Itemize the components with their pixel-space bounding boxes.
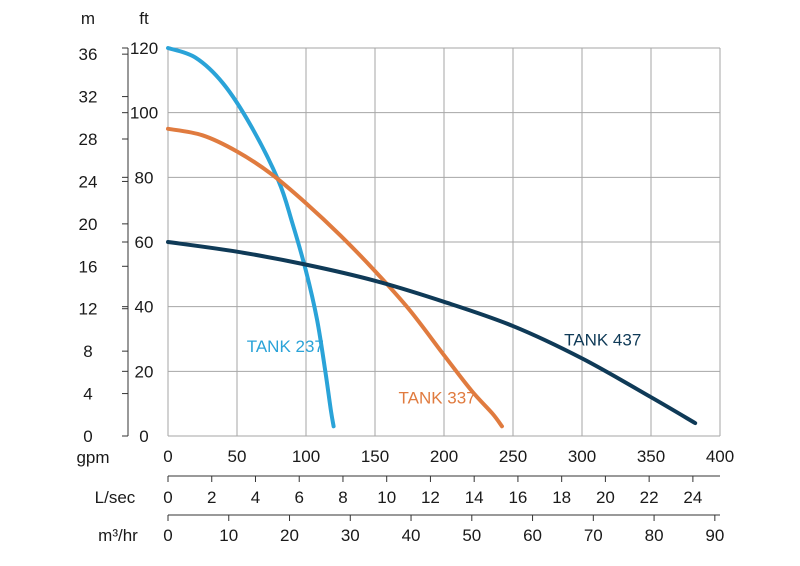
lsec-tick-label: 12: [421, 488, 440, 507]
m3hr-tick-label: 30: [341, 526, 360, 545]
series-layer: TANK 237 TANK 337 TANK 437: [166, 46, 698, 429]
ft-tick-label: 60: [135, 233, 154, 252]
lsec-tick-label: 4: [251, 488, 260, 507]
ft-tick-label: 80: [135, 168, 154, 187]
m3hr-tick-label: 20: [280, 526, 299, 545]
gpm-tick-label: 300: [568, 447, 596, 466]
ft-tick-label: 20: [135, 362, 154, 381]
lsec-tick-label: 0: [163, 488, 172, 507]
m3hr-tick-label: 10: [219, 526, 238, 545]
series-label-tank-337: TANK 337: [399, 389, 476, 408]
m3hr-tick-label: 40: [402, 526, 421, 545]
ft-tick-label: 100: [130, 104, 158, 123]
m-tick-label: 28: [79, 130, 98, 149]
m3hr-tick-label: 70: [584, 526, 603, 545]
grid: [167, 47, 721, 437]
m3hr-tick-label: 0: [163, 526, 172, 545]
lsec-tick-label: 22: [640, 488, 659, 507]
ft-tick-label: 120: [130, 39, 158, 58]
m-tick-label: 36: [79, 45, 98, 64]
lsec-tick-label: 24: [683, 488, 702, 507]
gpm-tick-label: 100: [292, 447, 320, 466]
m-tick-label: 20: [79, 215, 98, 234]
ft-unit-label: ft: [139, 9, 149, 28]
lsec-tick-label: 18: [552, 488, 571, 507]
m3hr-tick-label: 90: [705, 526, 724, 545]
series-line-tank-237: [166, 46, 336, 429]
lsec-tick-label: 14: [465, 488, 484, 507]
series-line-tank-337: [166, 126, 504, 429]
m-tick-label: 16: [79, 257, 98, 276]
ft-tick-label: 40: [135, 298, 154, 317]
lsec-tick-label: 6: [294, 488, 303, 507]
m-tick-label: 8: [83, 342, 92, 361]
m3hr-tick-label: 80: [645, 526, 664, 545]
series-line-tank-437: [166, 240, 698, 426]
gpm-tick-label: 250: [499, 447, 527, 466]
gpm-tick-label: 0: [163, 447, 172, 466]
m3hr-tick-label: 50: [462, 526, 481, 545]
y-axes: m ft 0 20 40 60 80 100 120 0 4 8 12 16 20 24 28 32 36: [79, 9, 159, 446]
lsec-tick-label: 10: [377, 488, 396, 507]
m3hr-tick-label: 60: [523, 526, 542, 545]
x-axes: gpm L/sec m³/hr 0 50 100 150 200 250 300 350 400…: [76, 447, 734, 545]
lsec-unit-label: L/sec: [95, 488, 136, 507]
lsec-tick-label: 16: [508, 488, 527, 507]
m-tick-label: 12: [79, 300, 98, 319]
gpm-tick-label: 200: [430, 447, 458, 466]
m3hr-unit-label: m³/hr: [98, 526, 138, 545]
gpm-unit-label: gpm: [76, 448, 109, 467]
gpm-tick-label: 50: [228, 447, 247, 466]
m-tick-label: 0: [83, 427, 92, 446]
ft-tick-label: 0: [139, 427, 148, 446]
lsec-tick-label: 20: [596, 488, 615, 507]
gpm-tick-label: 150: [361, 447, 389, 466]
lsec-tick-label: 8: [338, 488, 347, 507]
m-unit-label: m: [81, 9, 95, 28]
gpm-tick-label: 400: [706, 447, 734, 466]
series-label-tank-237: TANK 237: [247, 337, 324, 356]
m-tick-label: 4: [83, 385, 92, 404]
m-tick-label: 24: [79, 172, 98, 191]
lsec-tick-label: 2: [207, 488, 216, 507]
m-tick-label: 32: [79, 88, 98, 107]
gpm-tick-label: 350: [637, 447, 665, 466]
series-label-tank-437: TANK 437: [564, 330, 641, 349]
